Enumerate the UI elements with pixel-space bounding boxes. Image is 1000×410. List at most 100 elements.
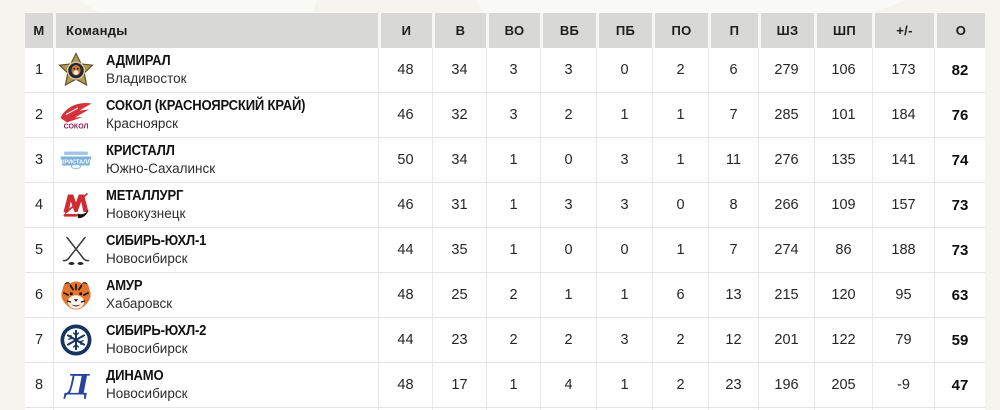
table-row[interactable]: 5 СИБИРЬ-ЮХЛ-1 Новосибирск 44 35 1 0 0 1 7 274 86 18…: [25, 228, 985, 273]
stat-cell-wins: 35: [432, 228, 486, 273]
stat-cell-goal-diff: 157: [872, 183, 934, 228]
team-cell[interactable]: МЕТАЛЛУРГ Новокузнецк: [53, 183, 378, 228]
team-cell[interactable]: СИБИРЬ-ЮХЛ-2 Новосибирск: [53, 318, 378, 363]
team-city: Новосибирск: [106, 385, 188, 401]
stat-cell-shootout-wins: 2: [540, 93, 596, 138]
table-row[interactable]: 4 МЕТАЛЛУРГ Новокузнецк 46 31 1 3 3 0 8 266 109 157 7…: [25, 183, 985, 228]
points-cell: 47: [934, 363, 985, 408]
stat-cell-overtime-wins: 3: [486, 93, 540, 138]
points-cell: 73: [934, 228, 985, 273]
team-cell[interactable]: СИБИРЬ-ЮХЛ-1 Новосибирск: [53, 228, 378, 273]
col-header-teams: Команды: [53, 13, 378, 48]
stat-cell-overtime-losses: 1: [652, 138, 708, 183]
stat-cell-goal-diff: 184: [872, 93, 934, 138]
stat-cell-losses: 11: [708, 138, 758, 183]
team-cell[interactable]: АДМИРАЛ Владивосток: [53, 48, 378, 93]
stat-cell-shootout-wins: 3: [540, 48, 596, 93]
table-row[interactable]: 1 АДМИРАЛ Владивосток 48 34 3 3 0 2 6 279 106 173 82: [25, 48, 985, 93]
stat-cell-goals-scored: 279: [758, 48, 814, 93]
team-cell[interactable]: АМУР Хабаровск: [53, 273, 378, 318]
stat-cell-overtime-wins: 1: [486, 183, 540, 228]
table-row[interactable]: 8 Д ДИНАМО Новосибирск 48 17 1 4 1 2 23 196 205 -9 47: [25, 363, 985, 408]
stat-cell-shootout-wins: 3: [540, 183, 596, 228]
stat-cell-goals-scored: 201: [758, 318, 814, 363]
stat-cell-shootout-wins: 1: [540, 273, 596, 318]
col-header-place: М: [25, 13, 53, 48]
stat-cell-goals-scored: 274: [758, 228, 814, 273]
stat-cell-goal-diff: 79: [872, 318, 934, 363]
table-row[interactable]: 7 СИБИРЬ-ЮХЛ-2 Новосибирск 44 23 2 2 3 2 12 201 122…: [25, 318, 985, 363]
svg-text:СОКОЛ: СОКОЛ: [64, 124, 89, 131]
stat-cell-goals-conceded: 135: [814, 138, 872, 183]
sibir1-logo-icon: [58, 232, 94, 268]
stat-cell-shootout-losses: 3: [596, 318, 652, 363]
place-cell: 7: [25, 318, 53, 363]
stat-cell-games: 48: [378, 48, 432, 93]
stat-cell-shootout-losses: 1: [596, 273, 652, 318]
stat-cell-overtime-wins: 2: [486, 318, 540, 363]
stat-cell-overtime-wins: 1: [486, 228, 540, 273]
stat-cell-overtime-wins: 1: [486, 138, 540, 183]
stat-cell-goals-conceded: 106: [814, 48, 872, 93]
team-name: КРИСТАЛЛ: [106, 143, 175, 160]
stat-cell-goals-scored: 196: [758, 363, 814, 408]
stat-cell-losses: 12: [708, 318, 758, 363]
stat-cell-shootout-losses: 0: [596, 228, 652, 273]
stat-cell-wins: 34: [432, 48, 486, 93]
admiral-logo-icon: [58, 52, 94, 88]
stat-cell-games: 44: [378, 318, 432, 363]
points-cell: 59: [934, 318, 985, 363]
sokol-logo-icon: СОКОЛ: [58, 97, 94, 133]
stat-cell-wins: 31: [432, 183, 486, 228]
stat-cell-shootout-losses: 1: [596, 93, 652, 138]
col-header-points: О: [934, 13, 985, 48]
stat-cell-goals-scored: 215: [758, 273, 814, 318]
stat-cell-overtime-losses: 2: [652, 48, 708, 93]
kristall-logo-icon: КРИСТАЛЛ: [58, 142, 94, 178]
stat-cell-shootout-losses: 3: [596, 138, 652, 183]
stat-cell-goal-diff: -9: [872, 363, 934, 408]
team-cell[interactable]: КРИСТАЛЛ КРИСТАЛЛ Южно-Сахалинск: [53, 138, 378, 183]
team-name: СОКОЛ (КРАСНОЯРСКИЙ КРАЙ): [106, 98, 306, 115]
place-cell: 6: [25, 273, 53, 318]
stat-cell-games: 50: [378, 138, 432, 183]
stat-cell-overtime-losses: 2: [652, 318, 708, 363]
stat-cell-shootout-losses: 0: [596, 48, 652, 93]
stat-cell-losses: 23: [708, 363, 758, 408]
team-cell[interactable]: Д ДИНАМО Новосибирск: [53, 363, 378, 408]
table-row[interactable]: 3 КРИСТАЛЛ КРИСТАЛЛ Южно-Сахалинск 50 34 1 0 3 1 1…: [25, 138, 985, 183]
points-cell: 82: [934, 48, 985, 93]
stat-cell-goal-diff: 95: [872, 273, 934, 318]
stat-cell-goals-conceded: 122: [814, 318, 872, 363]
stat-cell-games: 44: [378, 228, 432, 273]
team-city: Южно-Сахалинск: [106, 160, 216, 176]
team-name: СИБИРЬ-ЮХЛ-2: [106, 323, 207, 340]
team-name: АМУР: [106, 278, 143, 295]
stat-cell-games: 48: [378, 273, 432, 318]
stat-cell-games: 46: [378, 183, 432, 228]
stat-cell-goals-scored: 276: [758, 138, 814, 183]
stat-cell-wins: 17: [432, 363, 486, 408]
col-header-wins: В: [432, 13, 486, 48]
stat-cell-games: 46: [378, 93, 432, 138]
stat-cell-losses: 6: [708, 48, 758, 93]
team-name: МЕТАЛЛУРГ: [106, 188, 184, 205]
col-header-overtime-wins: ВО: [486, 13, 540, 48]
place-cell: 2: [25, 93, 53, 138]
team-cell[interactable]: СОКОЛ СОКОЛ (КРАСНОЯРСКИЙ КРАЙ) Красноярск: [53, 93, 378, 138]
stat-cell-overtime-losses: 2: [652, 363, 708, 408]
stat-cell-goal-diff: 188: [872, 228, 934, 273]
stat-cell-shootout-wins: 4: [540, 363, 596, 408]
table-row[interactable]: 6 АМУР Хабаровск 48 25 2 1 1 6 13 215 120 95 63: [25, 273, 985, 318]
team-name: АДМИРАЛ: [106, 53, 171, 70]
stat-cell-goals-scored: 266: [758, 183, 814, 228]
stat-cell-wins: 34: [432, 138, 486, 183]
stat-cell-goals-conceded: 205: [814, 363, 872, 408]
table-row[interactable]: 2 СОКОЛ СОКОЛ (КРАСНОЯРСКИЙ КРАЙ) Красноярс…: [25, 93, 985, 138]
stat-cell-wins: 32: [432, 93, 486, 138]
col-header-goal-diff: +/-: [872, 13, 934, 48]
svg-text:КРИСТАЛЛ: КРИСТАЛЛ: [61, 160, 91, 166]
col-header-shootout-losses: ПБ: [596, 13, 652, 48]
stat-cell-goals-conceded: 86: [814, 228, 872, 273]
